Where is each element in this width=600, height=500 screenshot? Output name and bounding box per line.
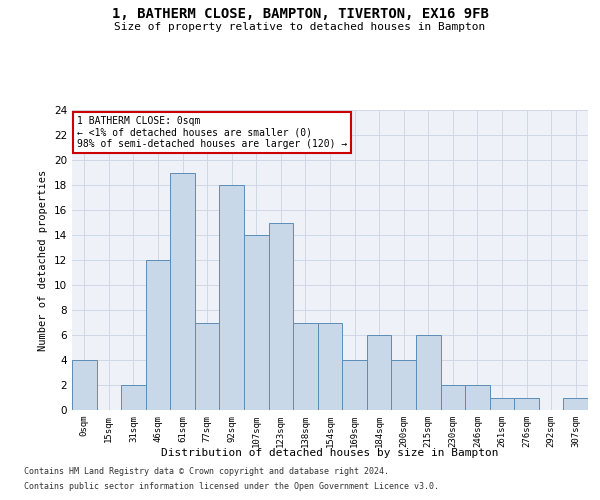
Bar xyxy=(367,335,391,410)
Text: Contains public sector information licensed under the Open Government Licence v3: Contains public sector information licen… xyxy=(24,482,439,491)
Bar xyxy=(416,335,440,410)
Bar xyxy=(146,260,170,410)
Bar xyxy=(490,398,514,410)
Bar xyxy=(72,360,97,410)
Bar xyxy=(220,185,244,410)
Text: Size of property relative to detached houses in Bampton: Size of property relative to detached ho… xyxy=(115,22,485,32)
Bar xyxy=(514,398,539,410)
Y-axis label: Number of detached properties: Number of detached properties xyxy=(38,170,49,350)
Text: Contains HM Land Registry data © Crown copyright and database right 2024.: Contains HM Land Registry data © Crown c… xyxy=(24,467,389,476)
Text: 1, BATHERM CLOSE, BAMPTON, TIVERTON, EX16 9FB: 1, BATHERM CLOSE, BAMPTON, TIVERTON, EX1… xyxy=(112,8,488,22)
Bar xyxy=(269,222,293,410)
Text: 1 BATHERM CLOSE: 0sqm
← <1% of detached houses are smaller (0)
98% of semi-detac: 1 BATHERM CLOSE: 0sqm ← <1% of detached … xyxy=(77,116,347,149)
Bar xyxy=(465,385,490,410)
Bar xyxy=(563,398,588,410)
Bar xyxy=(170,172,195,410)
Bar xyxy=(440,385,465,410)
Bar xyxy=(293,322,318,410)
Text: Distribution of detached houses by size in Bampton: Distribution of detached houses by size … xyxy=(161,448,499,458)
Bar xyxy=(342,360,367,410)
Bar xyxy=(391,360,416,410)
Bar xyxy=(195,322,220,410)
Bar xyxy=(244,235,269,410)
Bar xyxy=(121,385,146,410)
Bar xyxy=(318,322,342,410)
